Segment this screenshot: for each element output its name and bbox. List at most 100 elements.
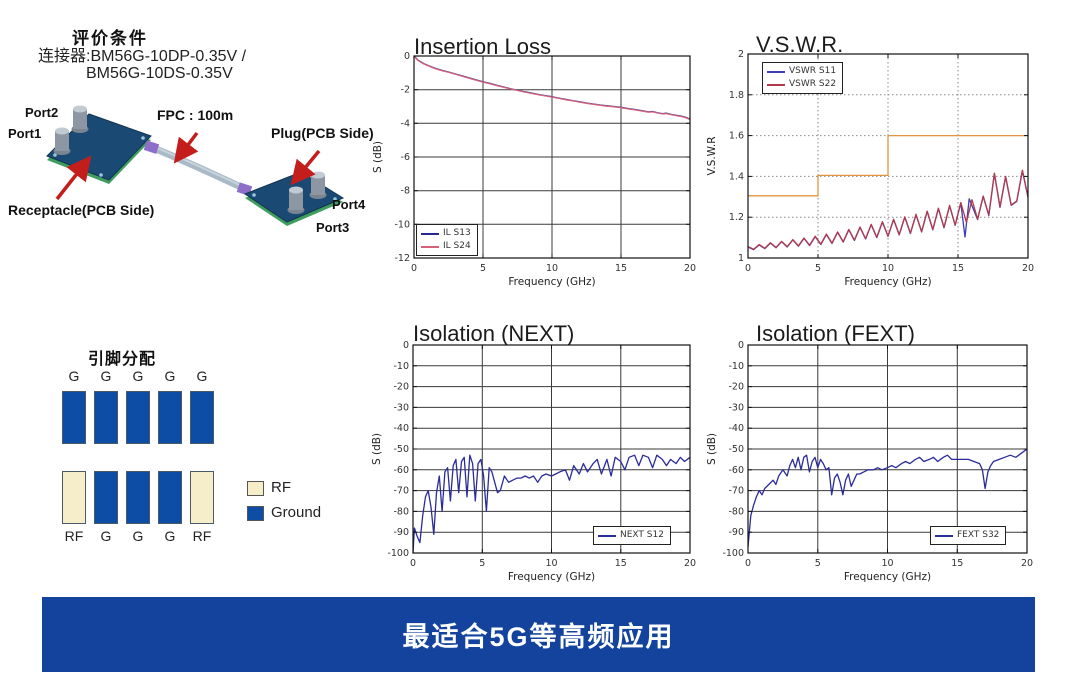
isolation-fext-chart: 0 5 10 15 20 0 -10 -20 -30 -40 -50 -60 -70 -80 -90 -100… bbox=[702, 337, 1041, 596]
banner: 最适合5G等高频应用 bbox=[42, 597, 1035, 672]
svg-text:1: 1 bbox=[738, 253, 744, 264]
svg-text:V.S.W.R: V.S.W.R bbox=[706, 137, 718, 176]
svg-text:20: 20 bbox=[684, 263, 696, 274]
isolation-fext-title: Isolation (FEXT) bbox=[756, 321, 915, 347]
svg-text:S (dB): S (dB) bbox=[372, 141, 384, 173]
svg-text:1.4: 1.4 bbox=[729, 171, 744, 182]
svg-text:-70: -70 bbox=[728, 486, 744, 497]
svg-text:0: 0 bbox=[411, 263, 417, 274]
svg-text:-10: -10 bbox=[394, 219, 410, 230]
svg-text:0: 0 bbox=[403, 340, 409, 351]
eval-conditions-title: 评价条件 bbox=[72, 29, 148, 49]
svg-text:15: 15 bbox=[615, 263, 627, 274]
svg-text:-60: -60 bbox=[728, 465, 744, 476]
svg-text:-100: -100 bbox=[387, 548, 409, 559]
pin-label: G bbox=[100, 368, 112, 384]
svg-text:-4: -4 bbox=[401, 118, 410, 129]
svg-text:-50: -50 bbox=[393, 444, 409, 455]
svg-text:10: 10 bbox=[881, 558, 893, 569]
svg-text:-12: -12 bbox=[394, 253, 410, 264]
plot-legend: IL S13 IL S24 bbox=[416, 224, 478, 256]
insertion-loss-chart: 0 5 10 15 20 0 -2 -4 -6 -8 -10 -12 Frequency (GHz) S … bbox=[368, 48, 704, 301]
pin-label: G bbox=[196, 368, 208, 384]
pin-label: G bbox=[164, 528, 176, 544]
pin-box-ground bbox=[190, 391, 214, 444]
svg-text:5: 5 bbox=[815, 263, 821, 274]
pin-label: G bbox=[132, 528, 144, 544]
svg-text:-10: -10 bbox=[728, 361, 744, 372]
svg-text:Frequency (GHz): Frequency (GHz) bbox=[508, 276, 595, 288]
plot-svg: 0 5 10 15 20 0 -10 -20 -30 -40 -50 -60 -70 -80 -90 -100… bbox=[706, 340, 1033, 583]
pin-box-ground bbox=[158, 391, 182, 444]
pin-box-ground bbox=[126, 471, 150, 524]
label-port1: Port1 bbox=[8, 126, 42, 141]
svg-text:0: 0 bbox=[410, 558, 416, 569]
isolation-next-chart: 0 5 10 15 20 0 -10 -20 -30 -40 -50 -60 -70 -80 -90 -100… bbox=[367, 337, 704, 596]
port1-connector bbox=[53, 127, 71, 155]
plot-legend: VSWR S11 VSWR S22 bbox=[762, 62, 844, 94]
connector-model-line2: BM56G-10DS-0.35V bbox=[86, 65, 233, 82]
vswr-title: V.S.W.R. bbox=[756, 32, 844, 58]
svg-text:2: 2 bbox=[738, 49, 744, 60]
fpc-ribbon bbox=[149, 143, 247, 193]
plot-legend: NEXT S12 bbox=[593, 526, 671, 545]
port4-connector bbox=[309, 171, 327, 199]
svg-text:-30: -30 bbox=[728, 402, 744, 413]
svg-text:Frequency (GHz): Frequency (GHz) bbox=[844, 276, 931, 288]
plug-arrow bbox=[290, 149, 321, 186]
svg-text:5: 5 bbox=[479, 558, 485, 569]
ground-legend-swatch bbox=[247, 506, 264, 521]
plot-svg: 0 5 10 15 20 1 1.2 1.4 1.6 1.8 2 Frequency (GHz) V.S… bbox=[706, 49, 1034, 288]
pin-label: RF bbox=[64, 528, 84, 544]
svg-text:15: 15 bbox=[951, 558, 963, 569]
legend-entry: NEXT S12 bbox=[598, 529, 664, 542]
svg-text:0: 0 bbox=[404, 51, 410, 62]
receptacle-arrow bbox=[55, 155, 92, 201]
svg-text:20: 20 bbox=[1022, 263, 1034, 274]
label-port3: Port3 bbox=[316, 220, 350, 235]
label-plug: Plug(PCB Side) bbox=[271, 125, 374, 141]
port3-connector bbox=[287, 186, 305, 214]
svg-text:5: 5 bbox=[815, 558, 821, 569]
svg-text:1.8: 1.8 bbox=[729, 90, 744, 101]
svg-text:-10: -10 bbox=[393, 361, 409, 372]
pin-box-ground bbox=[94, 471, 118, 524]
pin-label: G bbox=[164, 368, 176, 384]
svg-text:-8: -8 bbox=[401, 186, 410, 197]
svg-text:Frequency (GHz): Frequency (GHz) bbox=[844, 571, 931, 583]
svg-text:-30: -30 bbox=[393, 402, 409, 413]
svg-text:20: 20 bbox=[684, 558, 696, 569]
pin-label: G bbox=[132, 368, 144, 384]
pin-assignment-title: 引脚分配 bbox=[88, 351, 157, 368]
label-port2: Port2 bbox=[25, 105, 59, 120]
pin-label: G bbox=[100, 528, 112, 544]
insertion-loss-title: Insertion Loss bbox=[414, 34, 551, 60]
svg-text:-90: -90 bbox=[393, 527, 409, 538]
svg-text:15: 15 bbox=[952, 263, 964, 274]
rf-legend-swatch bbox=[247, 481, 264, 496]
svg-text:0: 0 bbox=[745, 263, 751, 274]
svg-text:0: 0 bbox=[738, 340, 744, 351]
pin-box-rf bbox=[62, 471, 86, 524]
svg-text:1.2: 1.2 bbox=[729, 212, 744, 223]
svg-text:S (dB): S (dB) bbox=[706, 433, 718, 465]
port2-connector bbox=[71, 105, 89, 133]
svg-text:-2: -2 bbox=[401, 85, 410, 96]
svg-text:S (dB): S (dB) bbox=[371, 433, 383, 465]
svg-text:-100: -100 bbox=[722, 548, 744, 559]
svg-text:20: 20 bbox=[1021, 558, 1033, 569]
pin-box-ground bbox=[158, 471, 182, 524]
rf-legend-label: RF bbox=[271, 479, 291, 496]
label-fpc: FPC : 100m bbox=[157, 107, 234, 123]
svg-text:Frequency (GHz): Frequency (GHz) bbox=[508, 571, 595, 583]
connector-figure: Port2 Port1 FPC : 100m Plug(PCB Side) Re… bbox=[5, 95, 390, 260]
svg-text:-40: -40 bbox=[728, 423, 744, 434]
isolation-next-title: Isolation (NEXT) bbox=[413, 321, 575, 347]
svg-text:-40: -40 bbox=[393, 423, 409, 434]
banner-text: 最适合5G等高频应用 bbox=[402, 622, 675, 652]
svg-text:-20: -20 bbox=[393, 382, 409, 393]
svg-text:10: 10 bbox=[546, 263, 558, 274]
svg-text:15: 15 bbox=[615, 558, 627, 569]
pin-box-rf bbox=[190, 471, 214, 524]
svg-text:-60: -60 bbox=[393, 465, 409, 476]
